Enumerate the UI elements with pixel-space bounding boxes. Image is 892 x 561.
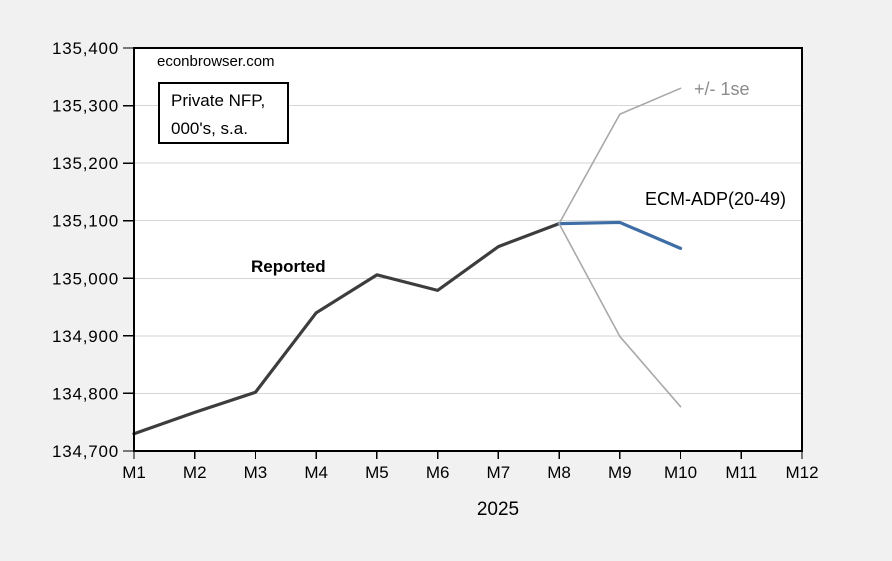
series-line-minus-1se	[558, 222, 682, 408]
y-tick-label: 134,900	[52, 327, 119, 346]
x-axis-title-year: 2025	[476, 499, 520, 520]
y-tick-label: 134,700	[52, 442, 119, 461]
y-tick-label: 135,300	[52, 97, 119, 116]
series-line-ecm-adp-20-49-	[557, 220, 683, 250]
x-tick-label: M11	[725, 463, 757, 482]
series-info-line1: Private NFP,	[171, 91, 266, 110]
x-tick-label: M1	[122, 463, 146, 482]
series-line-plus-1se	[558, 87, 682, 225]
watermark-econbrowser: econbrowser.com	[157, 53, 275, 70]
y-tick-label: 134,800	[52, 384, 119, 403]
x-tick-label: M9	[608, 463, 632, 482]
series-info-box: Private NFP, 000's, s.a.	[158, 82, 289, 144]
y-tick-label: 135,000	[52, 269, 119, 288]
x-tick-label: M10	[664, 463, 697, 482]
x-tick-label: M7	[487, 463, 511, 482]
plot-frame	[133, 47, 803, 452]
y-tick-label: 135,400	[52, 39, 119, 58]
x-tick-label: M5	[365, 463, 389, 482]
x-tick-label: M12	[785, 463, 818, 482]
series-info-line2: 000's, s.a.	[171, 119, 248, 138]
label-ecm-adp-series: ECM-ADP(20-49)	[645, 189, 787, 209]
y-tick-label: 135,200	[52, 154, 119, 173]
x-tick-label: M8	[547, 463, 571, 482]
y-tick-label: 135,100	[52, 212, 119, 231]
x-tick-label: M3	[244, 463, 268, 482]
x-tick-label: M2	[183, 463, 207, 482]
series-line-reported	[132, 221, 561, 436]
label-reported-series: Reported	[251, 257, 326, 276]
label-plus-minus-1se: +/- 1se	[694, 79, 750, 99]
x-tick-label: M4	[304, 463, 328, 482]
x-tick-label: M6	[426, 463, 450, 482]
